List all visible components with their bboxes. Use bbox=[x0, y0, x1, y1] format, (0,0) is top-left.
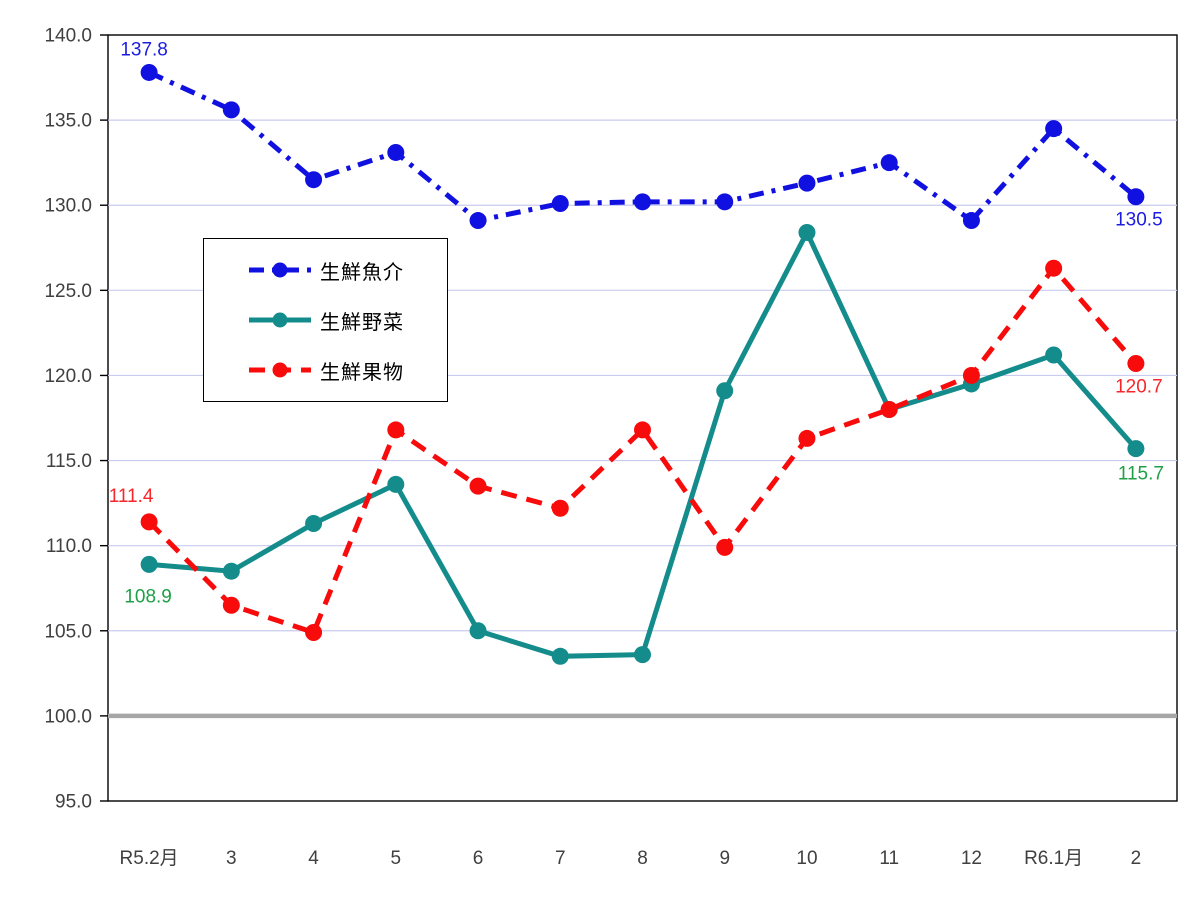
y-tick-label: 100.0 bbox=[44, 706, 92, 727]
series-marker-fruits bbox=[222, 596, 240, 614]
x-axis-label: 3 bbox=[226, 848, 237, 869]
series-marker-fish bbox=[634, 193, 651, 211]
y-tick-label: 105.0 bbox=[44, 621, 92, 642]
y-tick-label: 120.0 bbox=[44, 366, 92, 387]
x-axis-label: R6.1月 bbox=[1024, 848, 1083, 869]
x-axis-label: 11 bbox=[879, 848, 899, 869]
series-marker-fruits bbox=[798, 429, 816, 447]
series-marker-fruits bbox=[716, 538, 734, 556]
series-marker-fish bbox=[387, 143, 405, 161]
x-axis-label: 6 bbox=[473, 848, 484, 869]
series-marker-fish bbox=[469, 212, 487, 230]
x-axis-label: 2 bbox=[1131, 848, 1142, 869]
series-data-label-vegetables: 108.9 bbox=[124, 586, 172, 607]
series-marker-vegetables bbox=[1127, 440, 1145, 458]
x-axis-label: 4 bbox=[308, 848, 319, 869]
series-marker-fruits bbox=[305, 623, 323, 641]
series-marker-fruits bbox=[1127, 355, 1145, 373]
series-marker-vegetables bbox=[387, 475, 405, 493]
series-marker-fruits bbox=[387, 421, 405, 439]
series-marker-vegetables bbox=[1045, 346, 1063, 364]
y-tick-label: 140.0 bbox=[44, 26, 92, 47]
series-marker-vegetables bbox=[222, 562, 240, 580]
series-marker-fruits bbox=[140, 513, 158, 531]
legend-label-fish: 生鮮魚介 bbox=[320, 261, 404, 284]
series-data-label-fruits: 111.4 bbox=[109, 486, 154, 507]
series-marker-fruits bbox=[880, 400, 898, 418]
legend-item-fish: 生鮮魚介 bbox=[249, 256, 447, 285]
series-marker-vegetables bbox=[716, 382, 734, 400]
x-axis-label: 5 bbox=[391, 848, 402, 869]
legend-label-vegetables: 生鮮野菜 bbox=[320, 311, 404, 334]
series-marker-fruits bbox=[962, 366, 980, 384]
series-marker-vegetables bbox=[140, 555, 158, 573]
y-tick-label: 125.0 bbox=[44, 281, 92, 302]
x-axis-label: 8 bbox=[637, 848, 648, 869]
series-marker-vegetables bbox=[798, 223, 816, 241]
legend-line-sample-fruits-icon bbox=[249, 362, 311, 378]
series-marker-fruits bbox=[551, 499, 569, 517]
series-marker-fish bbox=[1045, 120, 1063, 138]
series-marker-fish bbox=[962, 212, 980, 230]
series-marker-fish bbox=[305, 171, 323, 189]
legend-line-sample-fish-icon bbox=[249, 262, 311, 278]
chart-legend: 生鮮魚介 生鮮野菜 生鮮果物 bbox=[203, 238, 448, 402]
series-marker-vegetables bbox=[305, 515, 323, 533]
series-marker-fruits bbox=[469, 477, 487, 495]
x-axis-label: 7 bbox=[555, 848, 566, 869]
series-marker-vegetables bbox=[634, 646, 651, 664]
series-marker-fish bbox=[1127, 188, 1145, 206]
x-axis-label: 9 bbox=[719, 848, 730, 869]
plot-border bbox=[107, 34, 1178, 802]
series-data-label-fish: 130.5 bbox=[1115, 210, 1163, 231]
x-axis-label: 12 bbox=[961, 848, 982, 869]
series-marker-fish bbox=[222, 101, 240, 119]
series-marker-fish bbox=[798, 174, 816, 192]
x-axis-label: R5.2月 bbox=[120, 848, 179, 869]
legend-label-fruits: 生鮮果物 bbox=[320, 361, 404, 384]
y-tick-label: 115.0 bbox=[46, 451, 92, 472]
series-marker-fruits bbox=[1045, 259, 1063, 277]
series-marker-fish bbox=[551, 195, 569, 213]
legend-item-vegetables: 生鮮野菜 bbox=[249, 306, 447, 335]
series-marker-fish bbox=[140, 63, 158, 81]
legend-item-fruits: 生鮮果物 bbox=[249, 356, 447, 385]
series-data-label-fish: 137.8 bbox=[120, 39, 168, 60]
series-data-label-fruits: 120.7 bbox=[1115, 377, 1163, 398]
y-tick-label: 110.0 bbox=[46, 536, 92, 557]
series-marker-fish bbox=[880, 154, 898, 172]
y-tick-label: 95.0 bbox=[55, 792, 92, 813]
x-axis-label: 10 bbox=[796, 848, 817, 869]
series-marker-fruits bbox=[634, 421, 651, 439]
y-tick-label: 130.0 bbox=[44, 196, 92, 217]
series-data-label-vegetables: 115.7 bbox=[1118, 464, 1164, 485]
series-marker-vegetables bbox=[469, 622, 487, 640]
legend-line-sample-vegetables-icon bbox=[249, 312, 311, 328]
series-marker-fish bbox=[716, 193, 734, 211]
series-marker-vegetables bbox=[551, 647, 569, 665]
y-tick-label: 135.0 bbox=[44, 111, 92, 132]
